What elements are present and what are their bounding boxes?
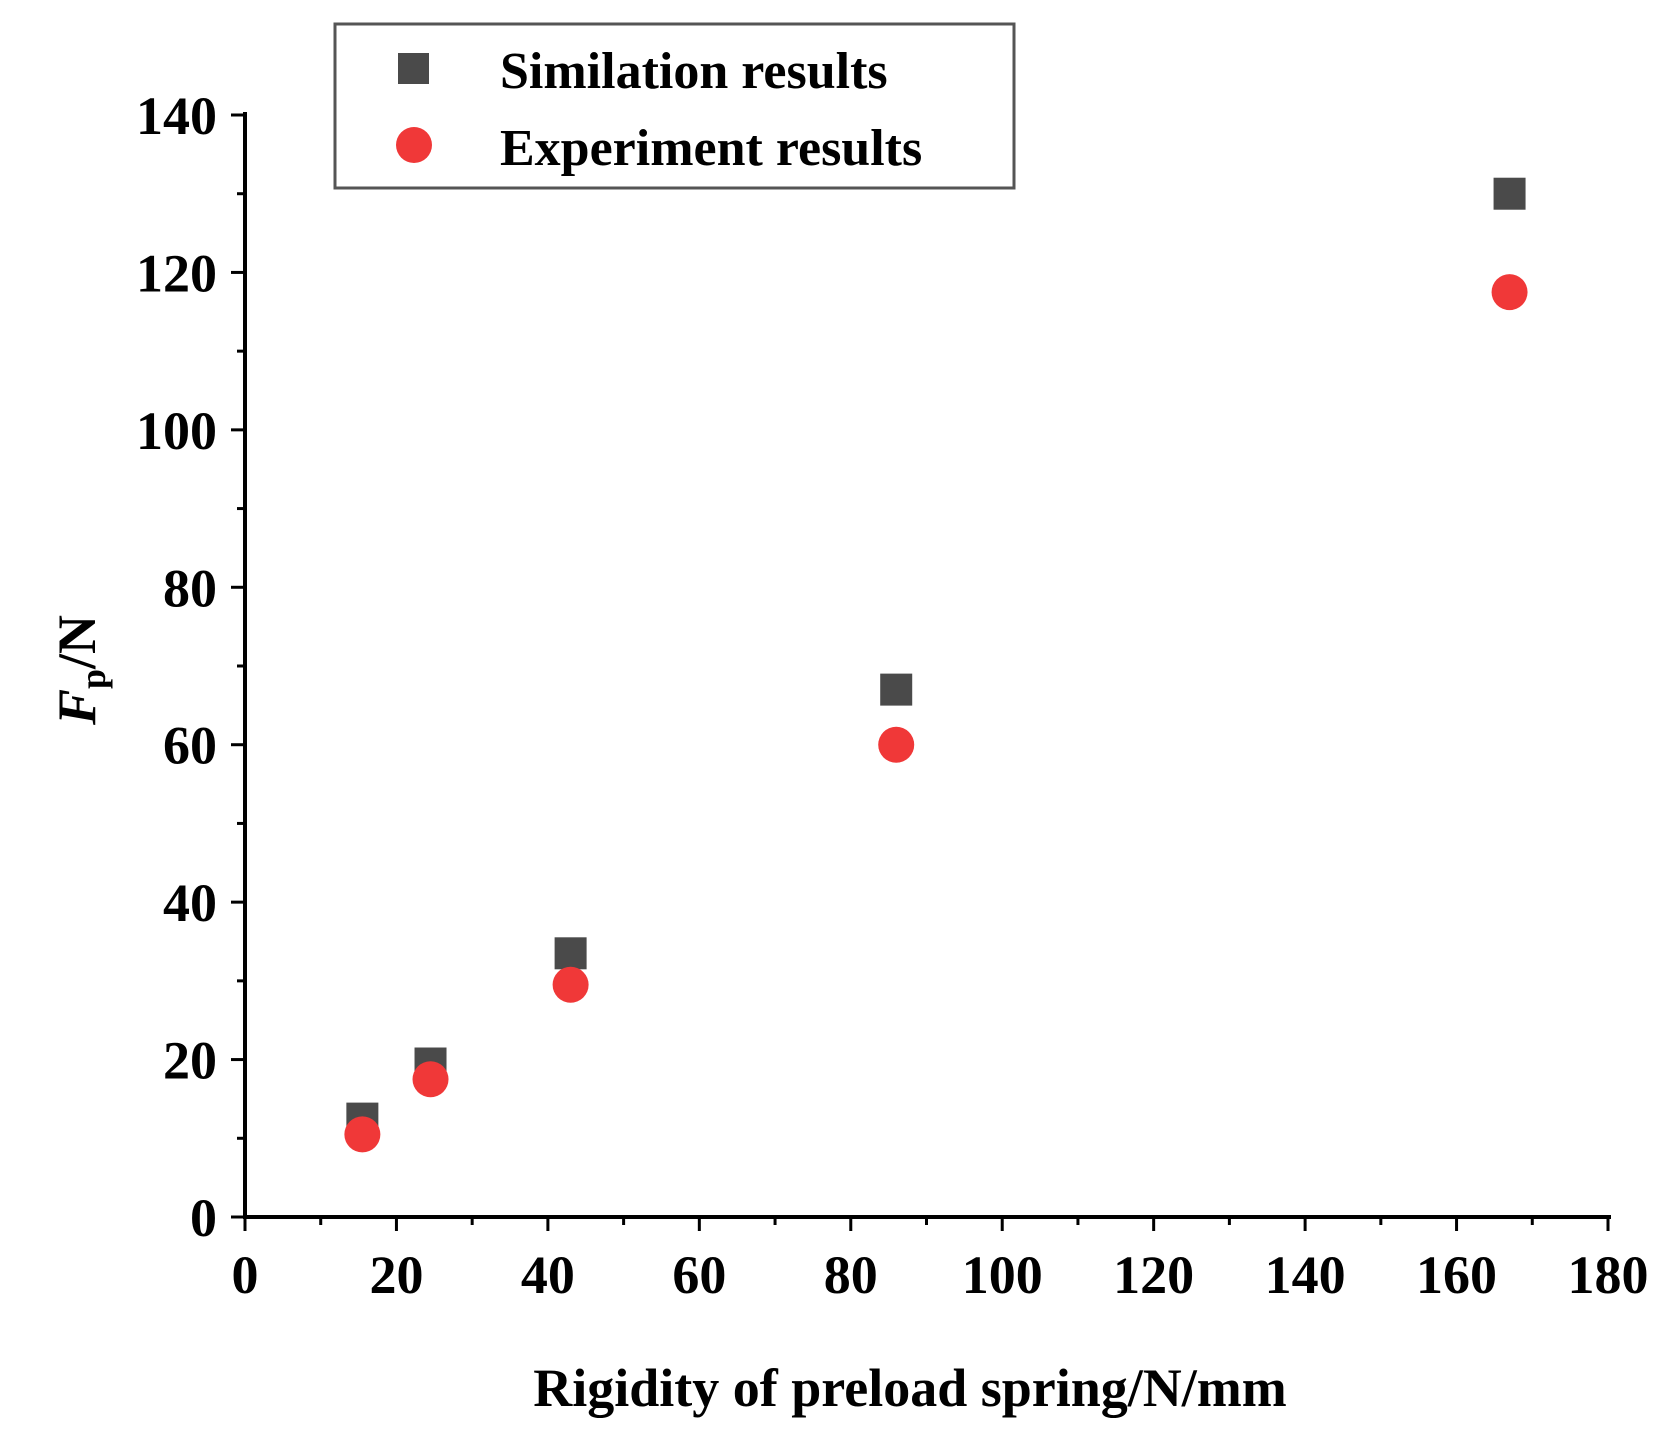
experiment-point [412, 1061, 449, 1098]
legend-label-similation: Similation results [500, 43, 888, 100]
y-axis-title-main: F [47, 689, 107, 726]
y-tick-label: 20 [163, 1031, 217, 1091]
x-tick-label: 100 [962, 1245, 1043, 1305]
y-tick-label: 120 [136, 243, 217, 303]
y-axis-title: Fp/N [47, 615, 113, 726]
x-axis-title: Rigidity of preload spring/N/mm [533, 1358, 1287, 1418]
y-tick-label: 100 [136, 401, 217, 461]
x-tick-label: 40 [521, 1245, 575, 1305]
y-tick-label: 80 [163, 558, 217, 618]
x-tick-label: 20 [369, 1245, 423, 1305]
x-tick-label: 180 [1568, 1245, 1649, 1305]
y-tick-label: 140 [136, 86, 217, 146]
x-tick-label: 60 [672, 1245, 726, 1305]
x-tick-label: 160 [1416, 1245, 1497, 1305]
y-axis-title-unit: /N [47, 615, 107, 670]
y-ticks: 0 20 40 60 80 100 120 140 [136, 86, 245, 1248]
experiment-point [344, 1116, 381, 1153]
experiment-point [552, 966, 589, 1003]
x-tick-label: 80 [824, 1245, 878, 1305]
similation-point [880, 673, 913, 706]
similation-point [1493, 177, 1526, 210]
x-tick-label: 0 [232, 1245, 259, 1305]
legend-marker-similation [398, 53, 429, 84]
x-ticks: 0 20 40 60 80 100 120 140 160 180 [232, 1217, 1649, 1305]
legend-box [333, 22, 1016, 190]
x-tick-label: 140 [1265, 1245, 1346, 1305]
legend-label-experiment: Experiment results [500, 120, 922, 177]
y-tick-label: 60 [163, 716, 217, 776]
experiment-point [878, 726, 915, 763]
legend-marker-experiment [396, 127, 432, 163]
legend: Similation results Experiment results [333, 22, 1016, 190]
similation-point [554, 937, 587, 970]
y-tick-label: 40 [163, 873, 217, 933]
data-points [344, 177, 1528, 1153]
x-tick-label: 120 [1113, 1245, 1194, 1305]
experiment-point [1491, 274, 1528, 311]
axes [243, 112, 1611, 1219]
y-tick-label: 0 [190, 1188, 217, 1248]
y-axis-title-sub: p [73, 669, 113, 689]
